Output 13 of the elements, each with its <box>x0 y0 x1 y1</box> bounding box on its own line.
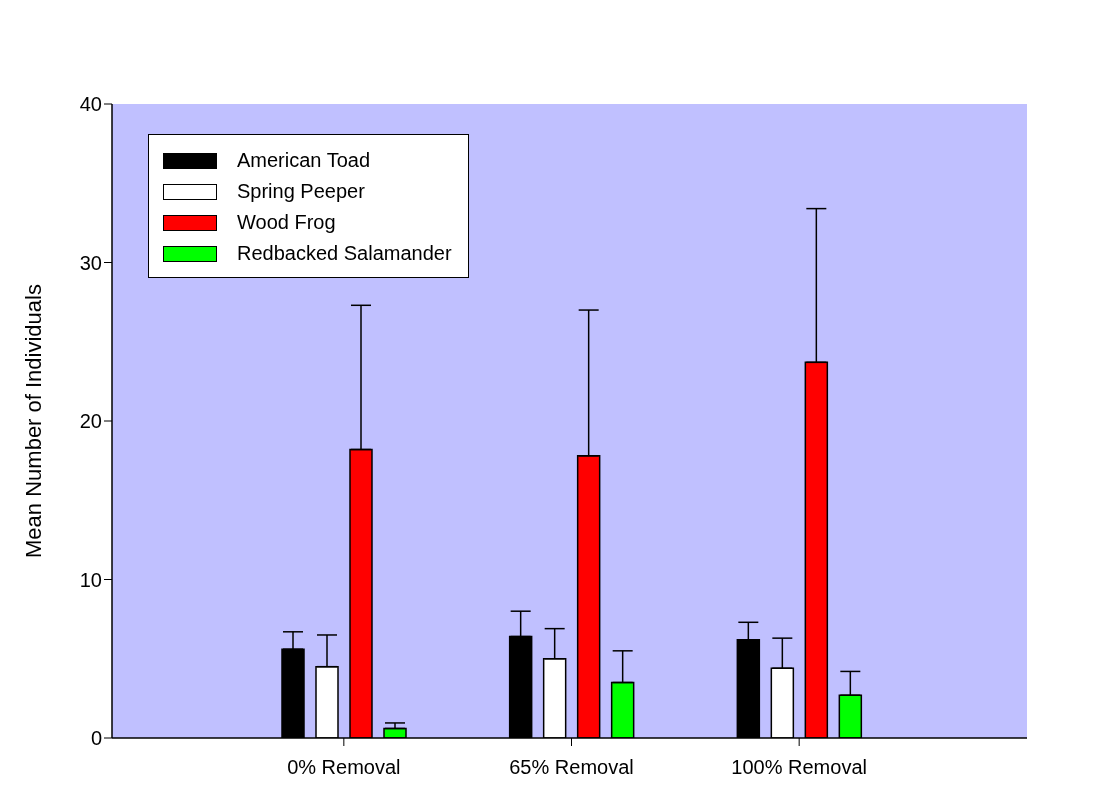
y-tick-label: 0 <box>90 727 102 750</box>
x-tick-label: 100% Removal <box>731 756 867 779</box>
legend-label: Wood Frog <box>237 211 336 234</box>
legend-label: Redbacked Salamander <box>237 242 452 265</box>
y-tick-label: 30 <box>79 251 102 274</box>
x-tick-label: 0% Removal <box>287 756 401 779</box>
x-tick-label: 65% Removal <box>509 756 634 779</box>
legend-label: Spring Peeper <box>237 180 365 203</box>
y-axis-title: Mean Number of Individuals <box>20 284 46 558</box>
y-tick-label: 40 <box>79 93 102 116</box>
y-tick-label: 10 <box>79 568 102 591</box>
y-tick-label: 20 <box>79 410 102 433</box>
legend-label: American Toad <box>237 149 371 172</box>
